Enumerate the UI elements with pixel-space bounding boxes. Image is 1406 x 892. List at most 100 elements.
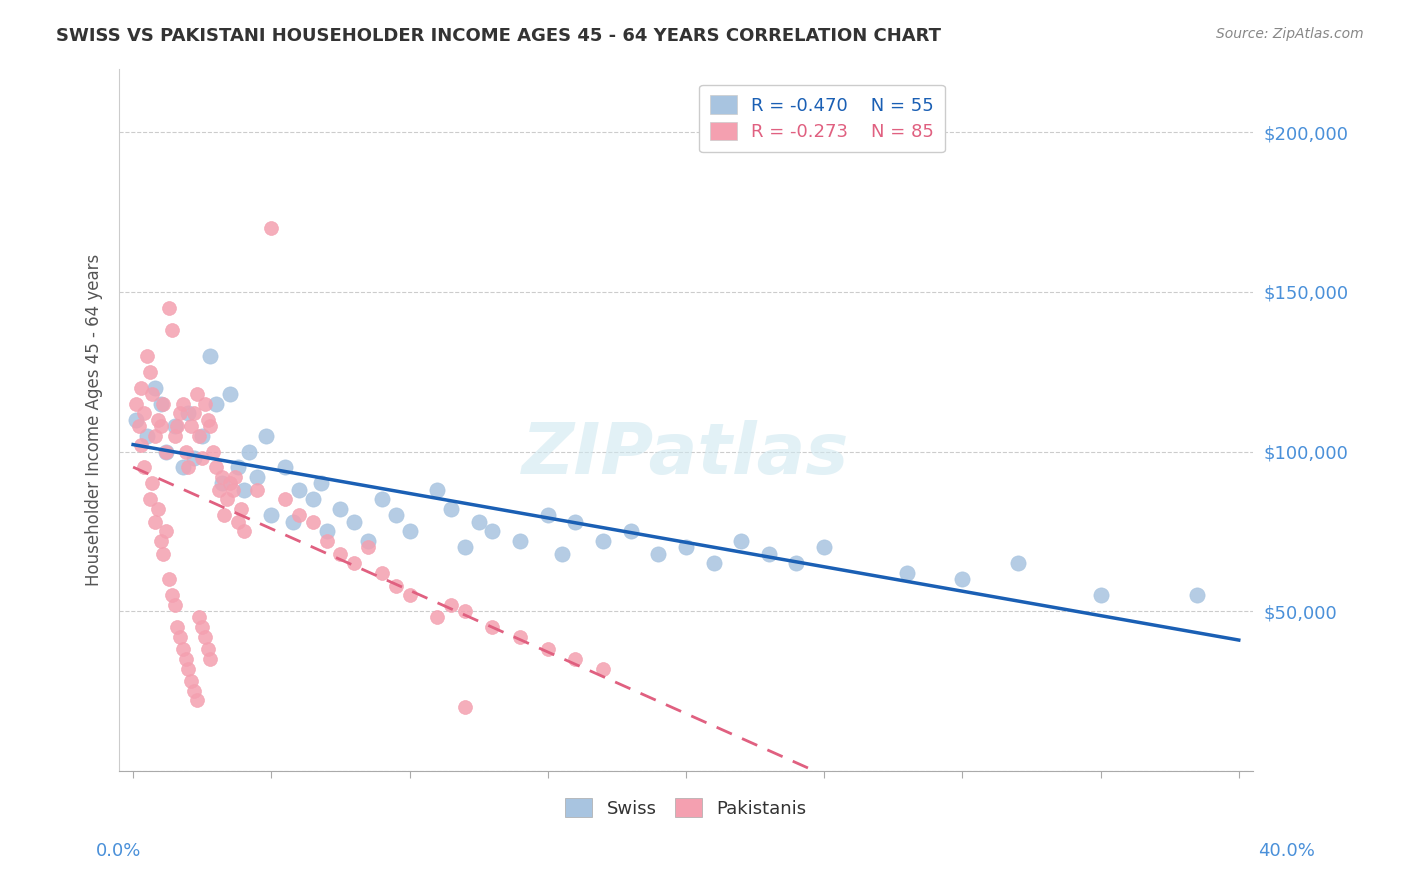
Point (149, 533, 172, 548)
Point (188, 428, 211, 442)
Point (157, 301, 180, 315)
Point (309, 476, 332, 491)
Point (200, 652, 222, 666)
Point (157, 572, 180, 586)
Point (440, 598, 463, 612)
Point (218, 387, 240, 401)
Point (169, 406, 191, 420)
Point (134, 406, 156, 420)
Point (1187, 588, 1209, 602)
Point (218, 476, 240, 491)
Point (125, 397, 148, 411)
Point (172, 642, 194, 657)
Point (186, 387, 208, 401)
Point (221, 483, 243, 497)
Point (481, 524, 503, 539)
Point (180, 419, 202, 434)
Point (125, 412, 148, 426)
Point (205, 397, 228, 411)
Point (467, 515, 489, 529)
Text: 40.0%: 40.0% (1258, 842, 1315, 860)
Point (183, 684, 205, 698)
Point (191, 620, 214, 634)
Point (371, 566, 394, 580)
Point (194, 397, 217, 411)
Point (509, 533, 531, 548)
Point (191, 450, 214, 465)
Point (143, 381, 166, 395)
Point (537, 642, 560, 657)
Point (785, 556, 807, 570)
Point (288, 483, 311, 497)
Point (647, 547, 669, 561)
Point (183, 406, 205, 420)
Point (163, 598, 186, 612)
Point (730, 533, 752, 548)
Point (229, 502, 252, 516)
Point (509, 630, 531, 644)
Point (205, 460, 228, 475)
Point (155, 444, 177, 458)
Point (481, 620, 503, 634)
Point (384, 508, 406, 523)
Point (398, 524, 420, 539)
Text: Source: ZipAtlas.com: Source: ZipAtlas.com (1216, 27, 1364, 41)
Point (274, 492, 297, 507)
Point (166, 620, 188, 634)
Point (357, 533, 380, 548)
Point (174, 652, 197, 666)
Text: SWISS VS PAKISTANI HOUSEHOLDER INCOME AGES 45 - 64 YEARS CORRELATION CHART: SWISS VS PAKISTANI HOUSEHOLDER INCOME AG… (56, 27, 941, 45)
Point (813, 541, 835, 555)
Point (143, 428, 166, 442)
Point (131, 381, 153, 395)
Point (135, 349, 157, 363)
Point (315, 524, 337, 539)
Point (260, 221, 283, 235)
Point (200, 349, 222, 363)
Point (329, 502, 352, 516)
Point (564, 515, 586, 529)
Point (564, 652, 586, 666)
Text: 0.0%: 0.0% (96, 842, 141, 860)
Point (260, 508, 283, 523)
Point (183, 450, 205, 465)
Point (160, 588, 183, 602)
Point (186, 693, 208, 707)
Point (896, 566, 918, 580)
Point (180, 674, 202, 689)
Point (371, 492, 394, 507)
Point (166, 419, 188, 434)
Point (217, 492, 239, 507)
Point (172, 397, 194, 411)
Legend: Swiss, Pakistanis: Swiss, Pakistanis (558, 791, 814, 825)
Point (384, 578, 406, 592)
Point (274, 460, 297, 475)
Point (214, 508, 236, 523)
Point (1007, 556, 1029, 570)
Point (232, 483, 254, 497)
Point (146, 412, 169, 426)
Point (288, 508, 311, 523)
Point (177, 406, 200, 420)
Point (155, 524, 177, 539)
Point (254, 428, 277, 442)
Point (758, 547, 780, 561)
Point (146, 502, 169, 516)
Point (191, 428, 214, 442)
Point (138, 365, 160, 379)
Point (592, 533, 614, 548)
Point (440, 502, 463, 516)
Point (211, 476, 233, 491)
Point (1090, 588, 1112, 602)
Point (141, 476, 163, 491)
Point (163, 428, 186, 442)
Point (160, 323, 183, 337)
Point (134, 460, 156, 475)
Point (343, 515, 366, 529)
Point (155, 444, 177, 458)
Point (138, 492, 160, 507)
Point (238, 444, 260, 458)
Point (226, 460, 249, 475)
Point (194, 630, 217, 644)
Point (232, 524, 254, 539)
